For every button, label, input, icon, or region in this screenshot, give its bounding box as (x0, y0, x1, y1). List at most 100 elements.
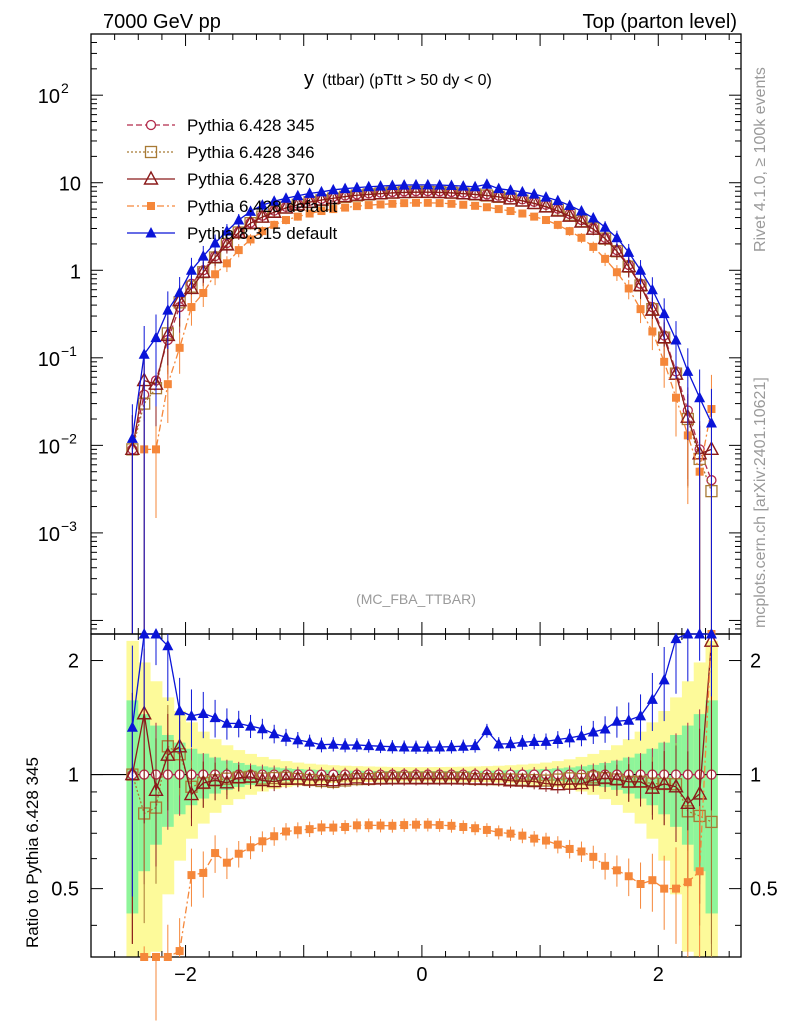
ratio-point (644, 779, 661, 794)
data-point (305, 209, 314, 218)
ratio-point (364, 821, 373, 830)
data-point (479, 187, 495, 202)
data-point (246, 235, 255, 244)
data-point (601, 254, 610, 263)
x-tick-label: 2 (653, 964, 664, 986)
plot-title-main: y (304, 68, 314, 90)
data-point (388, 199, 397, 208)
ratio-point (209, 711, 221, 723)
ratio-point (561, 775, 578, 790)
data-point (589, 242, 598, 251)
ratio-point (516, 736, 528, 747)
data-point (222, 259, 231, 268)
data-point (573, 213, 590, 228)
header-left: 7000 GeV pp (103, 11, 221, 33)
ratio-point (270, 832, 279, 841)
ratio-y-tick-label-right: 1 (750, 765, 761, 787)
data-point (258, 227, 267, 236)
legend-label: Pythia 6.428 default (187, 197, 338, 216)
ratio-point (361, 770, 377, 785)
data-point (364, 201, 373, 210)
ratio-point (506, 829, 515, 838)
data-point (494, 205, 503, 214)
ratio-point (471, 824, 480, 833)
ratio-point (199, 868, 208, 877)
data-point (138, 348, 150, 359)
ratio-point (597, 769, 613, 784)
legend-label: Pythia 6.428 345 (187, 116, 315, 135)
data-point (293, 212, 302, 221)
ratio-point (648, 876, 657, 885)
ratio-point (518, 831, 527, 840)
data-point (317, 207, 326, 216)
ratio-point (691, 785, 708, 800)
data-point (408, 183, 424, 198)
ratio-point (315, 738, 327, 750)
ratio-point (705, 628, 717, 639)
data-point (635, 264, 647, 275)
data-point (339, 182, 351, 194)
data-point (447, 199, 456, 208)
data-point (482, 203, 491, 212)
ratio-point (412, 820, 420, 829)
data-point (561, 207, 578, 222)
ratio-point (632, 773, 649, 788)
data-point (396, 183, 412, 199)
data-point (363, 180, 375, 192)
data-point (623, 246, 635, 257)
data-point (443, 184, 460, 199)
data-point (552, 194, 564, 206)
ratio-point (542, 836, 550, 845)
ratio-point (589, 852, 598, 861)
ratio-point (185, 709, 197, 721)
data-point (656, 329, 672, 344)
data-point (211, 270, 220, 279)
data-point (526, 194, 542, 210)
ratio-point (175, 947, 184, 956)
legend-label: Pythia 6.428 346 (187, 143, 315, 162)
ratio-point (305, 825, 314, 834)
ratio-point (162, 639, 174, 651)
series-4 (126, 178, 717, 634)
ratio-point (231, 769, 247, 784)
ratio-point (668, 778, 684, 793)
y-tick-exponent: −3 (61, 518, 77, 534)
data-point (163, 380, 172, 389)
ratio-point (575, 729, 587, 741)
data-point (506, 207, 515, 216)
x-tick-label: −2 (174, 964, 197, 986)
ratio-point (197, 707, 209, 718)
data-point (327, 183, 339, 195)
data-point (313, 191, 330, 206)
data-point (209, 236, 221, 248)
data-point (400, 199, 409, 208)
data-point (375, 180, 387, 191)
ratio-point (246, 843, 255, 852)
data-point (660, 357, 669, 366)
data-point (349, 186, 365, 201)
ratio-point (150, 628, 162, 639)
data-point (372, 185, 389, 200)
data-point (445, 179, 457, 190)
data-point (351, 181, 363, 193)
y-tick-label: 10 (38, 436, 60, 458)
ratio-point (183, 786, 200, 801)
rivet-label: Rivet 4.1.0, ≥ 100k events (752, 67, 769, 252)
data-point (278, 199, 294, 214)
ratio-point (611, 715, 623, 726)
data-point (185, 264, 197, 275)
data-point (540, 191, 552, 202)
data-point (457, 180, 469, 191)
data-point (221, 225, 233, 236)
legend-label: Pythia 6.428 370 (187, 170, 315, 189)
data-point (481, 178, 493, 189)
data-point (231, 224, 247, 239)
ratio-point (672, 884, 680, 893)
data-point (290, 196, 306, 211)
ratio-point (388, 821, 397, 830)
ratio-series-4 (126, 628, 717, 897)
data-point (384, 184, 401, 199)
data-point (467, 185, 483, 201)
ratio-point (363, 739, 375, 751)
ratio-point (339, 739, 351, 750)
